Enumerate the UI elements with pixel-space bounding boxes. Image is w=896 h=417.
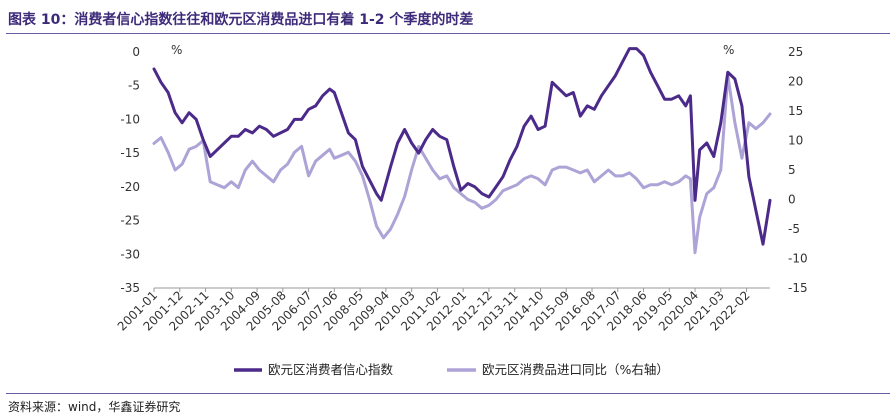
right-axis-tick-label: 15	[788, 104, 803, 118]
right-axis-unit: %	[723, 43, 734, 57]
title-rule	[6, 33, 890, 34]
source-note: 资料来源：wind，华鑫证券研究	[8, 400, 181, 414]
right-axis-tick-label: -15	[788, 281, 808, 295]
left-axis-tick-label: 0	[132, 45, 140, 59]
right-axis-tick-label: 25	[788, 45, 803, 59]
chart-series-layer	[152, 47, 772, 255]
left-axis-tick-label: -15	[120, 146, 140, 160]
legend-label-consumer-confidence: 欧元区消费者信心指数	[268, 362, 394, 377]
right-axis-tick-label: 5	[788, 163, 796, 177]
series-line-imports-yoy	[152, 74, 772, 255]
left-axis-tick-label: -20	[120, 180, 140, 194]
legend-label-imports-yoy: 欧元区消费品进口同比（%右轴）	[482, 362, 669, 377]
right-axis-tick-label: 10	[788, 134, 803, 148]
right-axis-tick-label: -10	[788, 252, 808, 266]
right-axis-tick-label: -5	[788, 222, 800, 236]
left-axis-tick-label: -10	[120, 112, 140, 126]
chart-legend[interactable]: 欧元区消费者信心指数 欧元区消费品进口同比（%右轴）	[234, 362, 669, 377]
left-axis-tick-label: -35	[120, 281, 140, 295]
right-axis-tick-label: 20	[788, 75, 803, 89]
left-axis-tick-label: -5	[128, 79, 140, 93]
left-axis-tick-label: -30	[120, 247, 140, 261]
left-axis-tick-label: -25	[120, 214, 140, 228]
chart-title: 图表 10：消费者信心指数往往和欧元区消费品进口有着 1-2 个季度的时差	[8, 12, 474, 28]
source-rule	[6, 393, 890, 394]
series-line-consumer-confidence	[152, 47, 772, 246]
left-axis-unit: %	[171, 43, 182, 57]
right-axis-tick-label: 0	[788, 193, 796, 207]
